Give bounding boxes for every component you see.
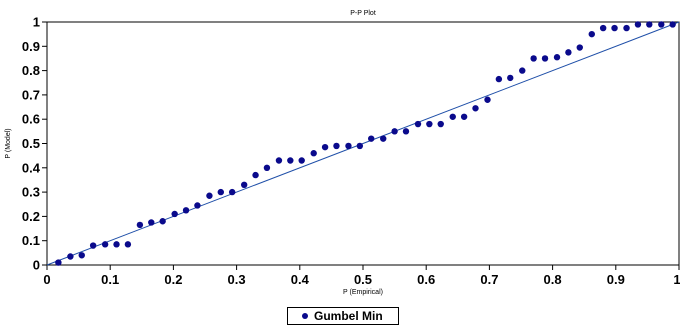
data-point <box>391 128 398 135</box>
x-tick-label: 0.8 <box>544 272 562 287</box>
y-tick-label: 0.6 <box>22 112 40 127</box>
x-tick-label: 0.6 <box>417 272 435 287</box>
y-axis: 0 0.1 0.2 0.3 0.4 0.5 0.6 0.7 0.8 0.9 1 <box>22 15 47 273</box>
x-tick-label: 0.2 <box>164 272 182 287</box>
data-point <box>426 120 433 128</box>
data-point <box>298 157 305 164</box>
data-point <box>669 21 676 28</box>
data-point <box>356 142 364 150</box>
data-point <box>124 241 132 248</box>
x-tick-label: 0.3 <box>228 272 246 287</box>
data-point <box>252 171 259 179</box>
data-point <box>321 143 329 151</box>
data-point <box>263 164 271 171</box>
y-tick-label: 1 <box>33 15 40 30</box>
y-tick-label: 0.2 <box>22 209 40 224</box>
y-tick-label: 0.7 <box>22 87 40 102</box>
data-point <box>287 157 294 164</box>
data-point <box>78 252 85 259</box>
reference-line <box>46 21 680 266</box>
legend-marker <box>302 313 308 319</box>
data-point <box>171 210 178 218</box>
x-tick-label: 0.4 <box>291 272 310 287</box>
data-point <box>646 21 653 28</box>
x-tick-label: 0 <box>43 272 50 287</box>
data-point <box>565 49 572 56</box>
data-point <box>658 21 665 28</box>
y-tick-label: 0.5 <box>22 136 40 151</box>
data-point <box>55 259 62 266</box>
data-point <box>136 221 144 229</box>
chart-title: P-P Plot <box>350 10 376 17</box>
data-point <box>414 120 422 128</box>
data-point <box>449 113 456 120</box>
data-point <box>507 74 514 82</box>
y-axis-label: P (Model) <box>5 128 12 158</box>
data-point <box>67 253 74 260</box>
x-tick-label: 0.9 <box>607 272 625 287</box>
data-point <box>368 135 375 142</box>
data-point <box>182 207 190 214</box>
x-tick-label: 0.1 <box>101 272 119 287</box>
y-tick-label: 0 <box>33 258 40 273</box>
data-points <box>55 21 676 266</box>
data-point <box>460 113 468 120</box>
data-point <box>194 202 201 209</box>
x-tick-label: 0.5 <box>354 272 372 287</box>
data-point <box>634 21 642 28</box>
data-point <box>553 54 561 61</box>
data-point <box>275 157 283 164</box>
data-point <box>159 218 166 225</box>
data-point <box>148 219 155 226</box>
data-point <box>101 241 109 248</box>
x-axis-label: P (Empirical) <box>343 289 383 296</box>
data-point <box>484 96 491 103</box>
data-point <box>495 75 503 83</box>
data-point <box>345 142 352 150</box>
data-point <box>588 30 595 38</box>
y-tick-label: 0.9 <box>22 39 40 54</box>
data-point <box>472 105 479 112</box>
data-point <box>310 150 317 157</box>
data-point <box>89 242 97 249</box>
data-point <box>623 24 630 32</box>
data-point <box>113 241 120 248</box>
data-point <box>217 188 224 196</box>
data-point <box>530 55 537 62</box>
data-point <box>240 181 248 189</box>
y-tick-label: 0.4 <box>22 160 41 175</box>
x-tick-label: 1 <box>673 272 680 287</box>
data-point <box>437 120 444 128</box>
y-tick-label: 0.8 <box>22 63 40 78</box>
y-tick-label: 0.1 <box>22 233 40 248</box>
data-point <box>599 24 607 32</box>
data-point <box>206 192 213 199</box>
data-point <box>611 24 618 32</box>
data-point <box>402 128 410 135</box>
legend-label-gumbel-min: Gumbel Min <box>314 309 383 323</box>
y-tick-label: 0.3 <box>22 185 40 200</box>
data-point <box>519 67 526 74</box>
data-point <box>228 188 236 196</box>
data-point <box>541 55 549 62</box>
data-point <box>576 44 583 51</box>
x-tick-label: 0.7 <box>480 272 498 287</box>
x-axis: 0 0.1 0.2 0.3 0.4 0.5 0.6 0.7 0.8 0.9 1 <box>43 265 680 287</box>
legend: Gumbel Min <box>287 307 399 325</box>
data-point <box>333 142 340 150</box>
data-point <box>380 135 387 142</box>
